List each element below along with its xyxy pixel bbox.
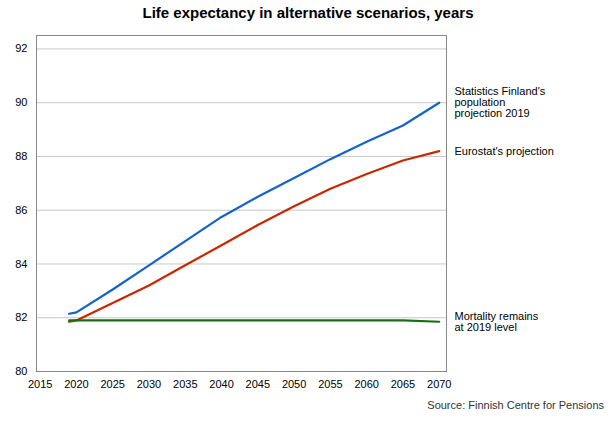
svg-text:2060: 2060: [354, 378, 378, 390]
svg-text:2035: 2035: [173, 378, 197, 390]
svg-text:84: 84: [15, 258, 27, 270]
svg-text:Eurostat's projection: Eurostat's projection: [455, 145, 554, 157]
html-text:Source: Finnish Centre for Pen: Source: Finnish Centre for Pensions: [427, 399, 604, 411]
svg-text:Statistics Finland'spopulation: Statistics Finland'spopulationprojection…: [455, 85, 546, 119]
svg-text:2020: 2020: [64, 378, 88, 390]
svg-text:2050: 2050: [282, 378, 306, 390]
html-text:Life expectancy in alternative: Life expectancy in alternative scenarios…: [142, 4, 474, 21]
svg-text:2055: 2055: [318, 378, 342, 390]
svg-text:2040: 2040: [209, 378, 233, 390]
svg-text:2030: 2030: [137, 378, 161, 390]
svg-text:2065: 2065: [391, 378, 415, 390]
svg-text:Mortality remainsat 2019 level: Mortality remainsat 2019 level: [455, 310, 539, 333]
svg-text:2045: 2045: [246, 378, 270, 390]
svg-text:82: 82: [15, 311, 27, 323]
svg-text:92: 92: [15, 42, 27, 54]
svg-text:88: 88: [15, 150, 27, 162]
svg-text:2015: 2015: [28, 378, 52, 390]
svg-text:90: 90: [15, 96, 27, 108]
svg-text:2070: 2070: [427, 378, 451, 390]
svg-text:80: 80: [15, 365, 27, 377]
svg-text:2025: 2025: [100, 378, 124, 390]
svg-text:86: 86: [15, 204, 27, 216]
